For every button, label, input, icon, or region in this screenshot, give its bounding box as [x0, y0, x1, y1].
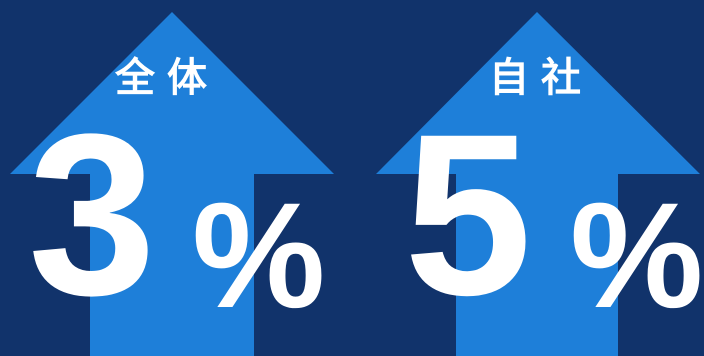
own-company-label: 自社: [489, 55, 593, 101]
up-arrow-icon: [10, 12, 334, 356]
own-company-value: 5: [404, 86, 532, 343]
overall-panel: 全体 3 %: [10, 12, 334, 356]
own-company-percent-sign: %: [570, 171, 704, 339]
overall-percent-sign: %: [192, 171, 326, 339]
own-company-panel: 自社 5 %: [352, 0, 704, 356]
overall-value: 3: [28, 86, 156, 343]
up-arrow-icon: [376, 12, 700, 356]
overall-label: 全体: [115, 55, 219, 101]
